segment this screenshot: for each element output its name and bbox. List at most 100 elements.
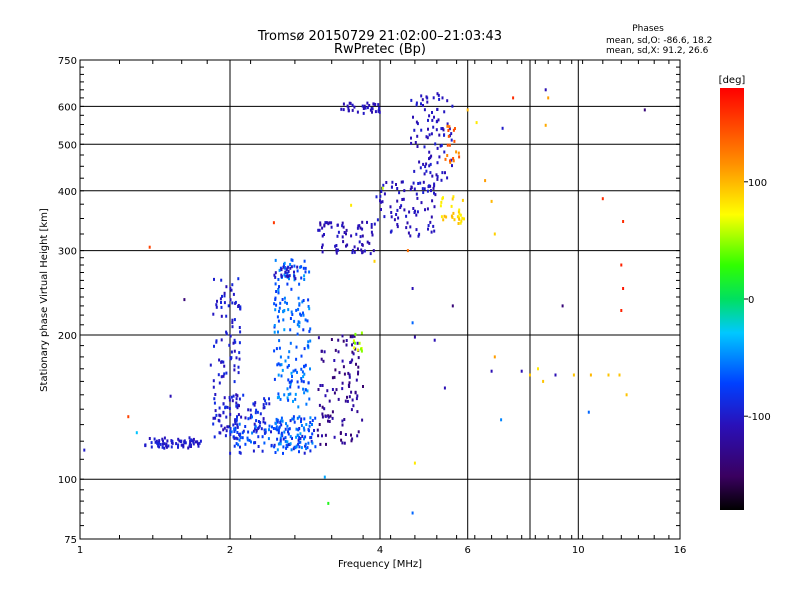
scatter-point: [295, 427, 298, 431]
scatter-point: [253, 422, 256, 426]
scatter-point: [294, 368, 297, 372]
x-tick-label: 10: [572, 545, 585, 556]
scatter-point: [247, 417, 250, 421]
scatter-point: [339, 431, 342, 435]
scatter-point: [182, 443, 185, 447]
scatter-point: [236, 403, 239, 407]
scatter-point: [452, 195, 455, 199]
scatter-point: [433, 115, 435, 119]
scatter-point: [296, 269, 299, 273]
scatter-point: [379, 199, 381, 203]
scatter-point: [225, 415, 228, 419]
scatter-point: [622, 287, 625, 290]
scatter-point: [288, 274, 291, 278]
scatter-point: [385, 181, 388, 184]
scatter-point: [319, 442, 322, 446]
scatter-point: [135, 431, 138, 435]
scatter-point: [238, 351, 241, 355]
scatter-point: [346, 395, 348, 399]
scatter-point: [236, 437, 239, 441]
scatter-point: [448, 125, 451, 129]
scatter-point: [213, 397, 216, 401]
scatter-point: [323, 475, 326, 479]
scatter-point: [433, 229, 436, 233]
scatter-point: [331, 388, 334, 391]
scatter-point: [317, 228, 320, 232]
scatter-point: [300, 446, 303, 450]
scatter-point: [300, 377, 303, 380]
scatter-point: [354, 390, 357, 394]
scatter-point: [296, 265, 299, 269]
scatter-point: [249, 408, 252, 412]
scatter-point: [418, 160, 421, 164]
scatter-point: [228, 396, 231, 399]
scatter-point: [542, 379, 545, 383]
scatter-point: [537, 367, 539, 371]
scatter-point: [307, 344, 310, 348]
scatter-point: [451, 164, 453, 168]
scatter-point: [288, 427, 291, 431]
scatter-point: [284, 359, 287, 363]
scatter-point: [452, 159, 455, 163]
scatter-point: [452, 211, 455, 215]
scatter-point: [357, 372, 359, 376]
scatter-point: [379, 194, 382, 198]
scatter-point: [335, 388, 338, 392]
scatter-point: [341, 419, 344, 423]
scatter-point: [357, 356, 360, 360]
scatter-point: [446, 143, 449, 147]
scatter-point: [218, 381, 221, 385]
scatter-point: [433, 338, 436, 342]
scatter-point: [274, 308, 277, 312]
scatter-point: [302, 380, 305, 384]
scatter-point: [446, 124, 449, 128]
scatter-point: [441, 127, 444, 130]
scatter-point: [290, 448, 293, 452]
scatter-point: [294, 392, 297, 396]
scatter-point: [309, 339, 312, 343]
scatter-point: [376, 218, 379, 222]
scatter-point: [286, 387, 289, 391]
scatter-point: [289, 385, 292, 389]
scatter-point: [461, 216, 464, 220]
scatter-point: [223, 372, 226, 376]
scatter-point: [446, 99, 449, 103]
scatter-point: [456, 215, 459, 219]
y-tick-label: 100: [58, 475, 77, 486]
scatter-point: [331, 376, 334, 380]
scatter-point: [221, 294, 223, 298]
scatter-point: [268, 397, 270, 401]
scatter-point: [310, 436, 313, 439]
scatter-point: [378, 110, 381, 114]
scatter-point: [433, 191, 435, 195]
scatter-point: [278, 339, 281, 343]
scatter-point: [430, 132, 433, 136]
scatter-point: [280, 268, 283, 272]
scatter-point: [587, 410, 590, 414]
scatter-point: [184, 441, 187, 445]
scatter-point: [452, 157, 455, 160]
scatter-point: [415, 101, 418, 105]
scatter-point: [302, 375, 305, 379]
scatter-point: [167, 444, 170, 448]
scatter-point: [277, 373, 280, 377]
scatter-point: [321, 412, 324, 416]
scatter-point: [378, 106, 381, 110]
scatter-point: [279, 355, 282, 359]
scatter-point: [425, 135, 428, 139]
scatter-point: [415, 228, 418, 232]
scatter-point: [290, 379, 293, 383]
scatter-point: [460, 219, 463, 223]
scatter-point: [297, 307, 300, 311]
scatter-point: [304, 435, 307, 439]
scatter-point: [428, 164, 431, 168]
scatter-point: [382, 183, 385, 187]
scatter-point: [222, 374, 225, 378]
scatter-point: [282, 437, 285, 441]
scatter-point: [222, 428, 225, 432]
scatter-point: [443, 150, 446, 154]
scatter-point: [351, 437, 354, 441]
scatter-point: [434, 142, 437, 146]
scatter-point: [323, 223, 326, 227]
scatter-point: [238, 357, 241, 361]
